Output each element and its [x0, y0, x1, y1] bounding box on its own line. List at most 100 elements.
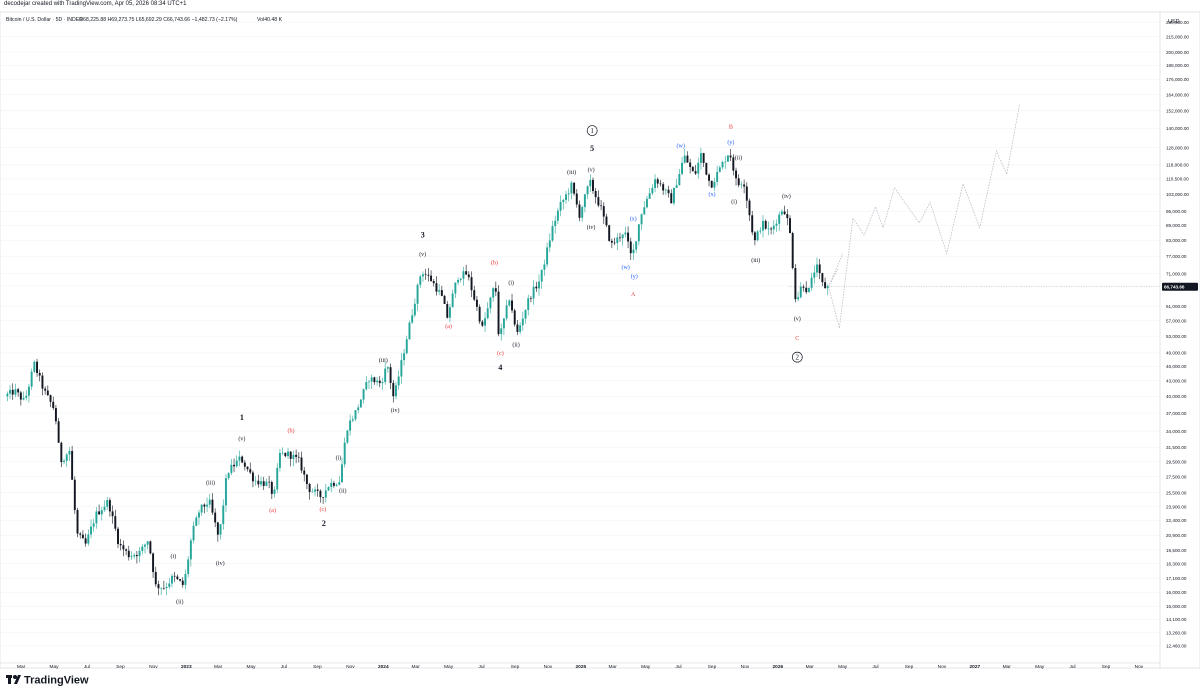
candle-body [90, 526, 92, 535]
candle-body [376, 380, 379, 383]
y-tick-label: 12,460.00 [1166, 644, 1187, 649]
candle-body [413, 303, 416, 316]
candle-body [9, 389, 12, 394]
candle-body [341, 464, 343, 483]
candle-body [168, 583, 171, 587]
wave-label: 1 [590, 127, 594, 135]
wave-circle [791, 351, 803, 363]
candle-body [667, 189, 670, 194]
candle-body [327, 487, 330, 491]
candle-body [65, 454, 68, 461]
candle-body [335, 484, 338, 486]
candle-body [68, 451, 71, 455]
x-tick-label: May [444, 664, 454, 670]
candle-body [100, 510, 103, 515]
candle-body [287, 451, 289, 457]
wave-label: (ii) [176, 598, 183, 605]
candle-body [559, 201, 562, 211]
candle-body [505, 305, 508, 319]
y-tick-label: 15,000.00 [1166, 604, 1187, 609]
candle-body [470, 277, 473, 291]
candle-body [446, 303, 449, 318]
candle-body [281, 452, 284, 454]
candle-body [729, 155, 732, 158]
x-tick-label: Nov [741, 664, 750, 670]
wave-label: (v) [588, 166, 595, 173]
candle-body [211, 499, 214, 513]
candle-body [807, 287, 810, 293]
y-tick-label: 22,400.00 [1166, 518, 1187, 523]
tradingview-logo-icon[interactable] [6, 675, 21, 684]
candle-body [79, 533, 82, 535]
candle-body [63, 460, 65, 463]
candle-body [643, 207, 646, 215]
x-tick-label: 2027 [970, 664, 981, 670]
candle-body [662, 184, 665, 191]
candle-body [262, 481, 265, 486]
candle-body [330, 482, 333, 488]
candle-body [478, 306, 481, 322]
y-tick-label: 53,000.00 [1166, 334, 1187, 339]
candle-body [300, 457, 303, 471]
x-tick-label: Nov [149, 664, 158, 670]
x-tick-label: Jul [281, 664, 287, 670]
candle-body [619, 237, 621, 239]
wave-label: B [729, 124, 733, 130]
candle-body [19, 392, 22, 400]
x-tick-label: Mar [609, 664, 618, 670]
candle-body [486, 308, 489, 319]
candle-body [543, 264, 546, 270]
candle-body [365, 382, 368, 390]
y-tick-label: 164,000.00 [1166, 92, 1189, 97]
candle-body [521, 318, 524, 326]
candle-body [260, 481, 263, 485]
candle-body [122, 545, 125, 550]
candle-body [519, 325, 522, 332]
wave-label: (v) [794, 316, 801, 323]
candle-body [265, 481, 268, 486]
x-tick-label: 2024 [378, 664, 389, 670]
candle-body [338, 482, 341, 485]
candle-body [373, 377, 376, 383]
candle-body [457, 280, 460, 283]
y-tick-label: 188,000.00 [1166, 63, 1189, 68]
candle-body [357, 407, 360, 411]
candle-body [770, 228, 773, 230]
y-tick-label: 16,000.00 [1166, 590, 1187, 595]
candle-body [149, 541, 152, 554]
candle-body [160, 587, 163, 589]
symbol-title[interactable]: Bitcoin / U.S. Dollar · 5D · INDEX [6, 17, 83, 23]
candle-body [745, 186, 748, 201]
candle-body [416, 284, 419, 304]
candle-body [378, 380, 381, 384]
y-tick-label: 215,000.00 [1166, 34, 1189, 39]
candle-body [608, 225, 611, 241]
candle-body [573, 182, 576, 194]
y-tick-label: 19,500.00 [1166, 548, 1187, 553]
candle-body [813, 272, 816, 278]
candle-body [783, 211, 786, 215]
candle-body [672, 187, 675, 204]
candle-body [111, 511, 114, 517]
candle-body [362, 389, 365, 400]
candle-body [278, 452, 281, 468]
candle-body [678, 173, 681, 186]
x-tick-label: Jul [84, 664, 90, 670]
candle-body [386, 367, 389, 369]
wave-label: (iii) [751, 257, 760, 264]
y-tick-label: 13,260.00 [1166, 630, 1187, 635]
brand-name[interactable]: TradingView [24, 675, 89, 687]
wave-label: (b) [491, 260, 498, 267]
candle-body [203, 504, 206, 507]
x-tick-label: Sep [511, 664, 520, 670]
candle-body [726, 155, 729, 162]
candle-body [38, 372, 41, 376]
candle-body [95, 511, 98, 524]
candle-body [144, 544, 146, 547]
candle-body [87, 534, 90, 544]
candle-body [627, 232, 630, 242]
wave-label: A [631, 292, 636, 298]
candle-body [691, 166, 694, 172]
candle-body [740, 184, 743, 186]
